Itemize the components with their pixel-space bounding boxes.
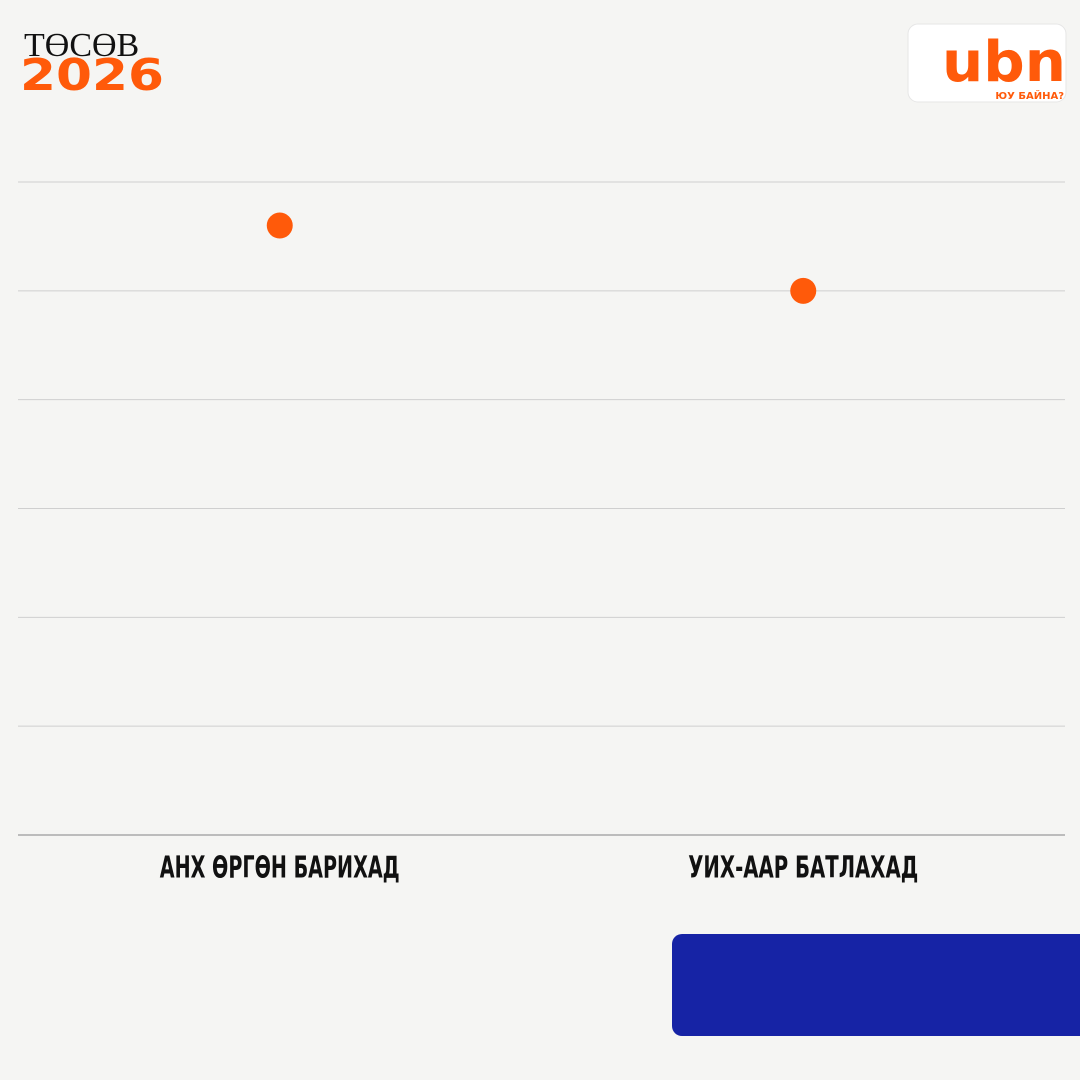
chart-subtitle: 2026 [20, 50, 164, 101]
decor-block [672, 934, 1080, 1036]
x-tick-label: УИХ-ААР БАТЛАХАД [688, 851, 918, 886]
dot [266, 212, 293, 239]
logo-tagline: ЮУ БАЙНА? [995, 89, 1064, 102]
x-tick-label: АНХ ӨРГӨН БАРИХАД [160, 851, 400, 886]
dot [790, 277, 817, 304]
chart-title: ТӨСӨВ [24, 27, 139, 64]
logo-box [907, 23, 1067, 103]
logo-text: ubn [942, 30, 1066, 95]
